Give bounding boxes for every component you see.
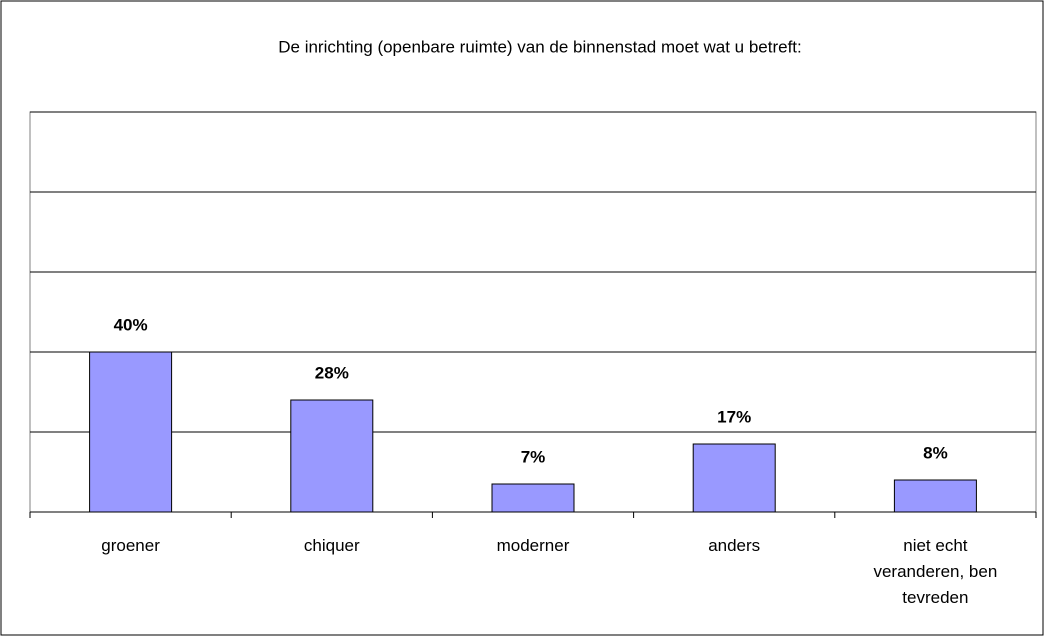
value-label: 28% (315, 363, 349, 382)
x-tick-label: chiquer (303, 536, 360, 555)
value-label: 7% (521, 447, 546, 466)
plot-area (29, 111, 1037, 513)
x-tick-label: groener (101, 536, 160, 555)
value-label: 8% (923, 443, 948, 462)
bar (692, 443, 776, 513)
chart-title: De inrichting (openbare ruimte) van de b… (278, 37, 802, 56)
value-label: 40% (114, 315, 148, 334)
bar (893, 479, 977, 513)
x-tick-label: moderner (496, 536, 570, 555)
x-tick-label: anders (708, 536, 761, 555)
bar (491, 483, 575, 513)
bar (89, 351, 173, 513)
x-tick-label: niet echt veranderen, ben tevreden (873, 536, 998, 607)
bar (290, 399, 374, 513)
value-label: 17% (717, 407, 751, 426)
